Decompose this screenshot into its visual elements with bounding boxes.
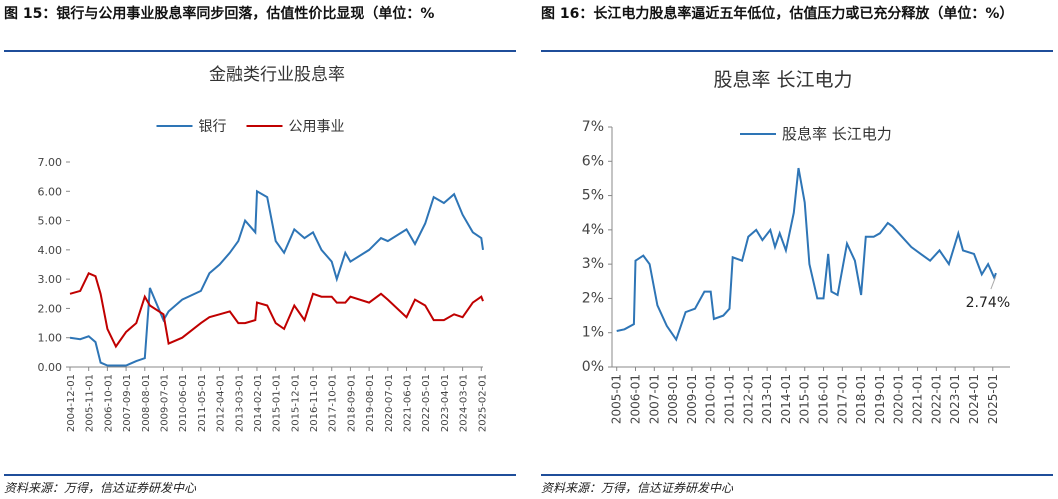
- x-tick-label: 2015-01: [798, 374, 812, 424]
- y-tick-label: 5%: [582, 188, 604, 204]
- y-tick-label: 6.00: [38, 185, 63, 198]
- legend-label: 公用事业: [289, 119, 345, 135]
- y-tick-label: 3%: [582, 256, 604, 272]
- x-tick-label: 2011-05-01: [197, 374, 208, 432]
- x-tick-label: 2017-01: [835, 374, 849, 424]
- y-tick-label: 0.00: [38, 361, 63, 374]
- x-tick-label: 2025-02-01: [477, 374, 488, 432]
- x-tick-label: 2005-11-01: [85, 374, 96, 432]
- x-tick-label: 2010-01: [704, 374, 718, 424]
- y-tick-label: 1.00: [38, 332, 63, 345]
- x-tick-label: 2009-07-01: [159, 374, 170, 432]
- charts: 金融类行业股息率 0.00 1.00 2.00 3.00 4.00 5.00 6.00 7.00…: [38, 65, 1011, 432]
- y-tick-label: 7.00: [38, 156, 63, 169]
- x-tick-label: 2019-08-01: [365, 374, 376, 432]
- x-tick-label: 2005-01: [610, 374, 624, 424]
- figure-source: 资料来源：万得，信达证券研发中心: [4, 474, 516, 496]
- legend-label: 股息率 长江电力: [782, 125, 892, 143]
- y-tick-label: 3.00: [38, 273, 63, 286]
- x-tick-label: 2025-01: [986, 374, 1000, 424]
- figure-caption: 图 15：银行与公用事业股息率同步回落，估值性价比显现（单位：%: [4, 4, 516, 52]
- x-tick-label: 2007-09-01: [122, 374, 133, 432]
- y-tick-label: 0%: [582, 359, 604, 375]
- y-tick-label: 2.00: [38, 302, 63, 315]
- x-tick-label: 2018-01: [854, 374, 868, 424]
- x-tick-label: 2017-10-01: [328, 374, 339, 432]
- y-tick-label: 6%: [582, 153, 604, 169]
- chart-title: 股息率 长江电力: [713, 69, 852, 91]
- x-tick-label: 2014-02-01: [253, 374, 264, 432]
- x-tick-label: 2015-01-01: [272, 374, 283, 432]
- value-label: 2.74%: [966, 295, 1010, 311]
- x-tick-label: 2012-04-01: [216, 374, 227, 432]
- x-tick-label: 2010-06-01: [178, 374, 189, 432]
- x-tick-label: 2013-03-01: [234, 374, 245, 432]
- x-tick-label: 2013-01: [760, 374, 774, 424]
- x-tick-label: 2006-10-01: [103, 374, 114, 432]
- x-tick-label: 2022-05-01: [421, 374, 432, 432]
- series-line: [69, 272, 484, 349]
- y-tick-label: 5.00: [38, 215, 63, 228]
- x-tick-label: 2024-03-01: [459, 374, 470, 432]
- figure-caption: 图 16：长江电力股息率逼近五年低位，估值压力或已充分释放（单位：%）: [541, 4, 1053, 52]
- x-tick-label: 2011-01: [723, 374, 737, 424]
- y-tick-label: 4%: [582, 222, 604, 238]
- x-tick-label: 2022-01: [929, 374, 943, 424]
- series-line: [616, 167, 997, 342]
- x-tick-label: 2024-01: [967, 374, 981, 424]
- x-tick-label: 2014-01: [779, 374, 793, 424]
- y-tick-label: 4.00: [38, 244, 63, 257]
- x-tick-label: 2007-01: [647, 374, 661, 424]
- y-tick-label: 2%: [582, 290, 604, 306]
- x-tick-label: 2004-12-01: [66, 374, 77, 432]
- x-tick-label: 2023-04-01: [440, 374, 451, 432]
- x-tick-label: 2016-01: [817, 374, 831, 424]
- x-tick-label: 2008-01: [666, 374, 680, 424]
- legend-label: 银行: [199, 119, 227, 135]
- y-tick-label: 7%: [582, 119, 604, 135]
- x-tick-label: 2006-01: [629, 374, 643, 424]
- x-tick-label: 2020-07-01: [384, 374, 395, 432]
- y-tick-label: 1%: [582, 325, 604, 341]
- x-tick-label: 2021-06-01: [403, 374, 414, 432]
- x-tick-label: 2015-12-01: [290, 374, 301, 432]
- x-tick-label: 2023-01: [948, 374, 962, 424]
- x-tick-label: 2012-01: [741, 374, 755, 424]
- label-leader: [990, 275, 997, 290]
- x-tick-label: 2020-01: [892, 374, 906, 424]
- series-line: [69, 189, 484, 367]
- x-tick-label: 2021-01: [911, 374, 925, 424]
- x-tick-label: 2009-01: [685, 374, 699, 424]
- x-tick-label: 2018-09-01: [346, 374, 357, 432]
- figure-source: 资料来源：万得，信达证券研发中心: [541, 474, 1053, 496]
- x-tick-label: 2019-01: [873, 374, 887, 424]
- chart-title: 金融类行业股息率: [209, 65, 345, 85]
- x-tick-label: 2016-11-01: [309, 374, 320, 432]
- x-tick-label: 2008-08-01: [141, 374, 152, 432]
